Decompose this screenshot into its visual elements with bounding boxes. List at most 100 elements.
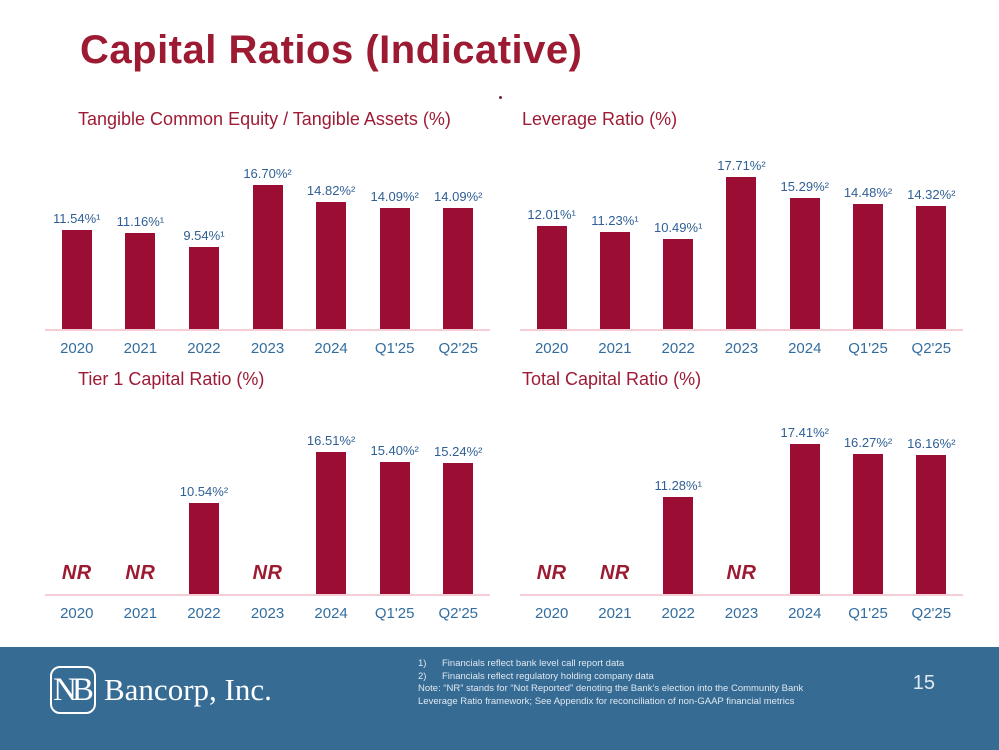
bar-value-label: 14.32%² [907,187,956,202]
chart-tce-ta: Tangible Common Equity / Tangible Assets… [45,109,490,357]
bar-column: 14.48%² [836,135,899,329]
bar-column: 17.71%² [710,135,773,329]
bar-column: 10.54%² [172,395,236,594]
bar-column: 16.16%² [900,395,963,594]
bar [916,206,947,329]
bar-column: 14.09%² [363,135,427,329]
bar-value-label: 12.01%¹ [527,207,576,222]
bar [379,208,410,329]
bar [789,444,820,594]
nb-monogram-box: NB [50,666,96,714]
x-axis-label: 2024 [788,340,822,357]
bar-column: NR [109,395,173,594]
bar-value-label: 11.54%¹ [53,211,101,226]
x-axis: 2020 2021 2022 2023 2024 Q1'25 Q2'25 [45,331,490,357]
bar-column: NR [710,395,773,594]
x-axis: 2020 2021 2022 2023 2024 Q1'25 Q2'25 [520,596,963,622]
bar-column: 16.70%² [236,135,300,329]
page-title: Capital Ratios (Indicative) [80,28,583,72]
bar-column: 11.16%¹ [109,135,173,329]
not-reported-label: NR [599,562,630,584]
chart-tier1-capital-ratio: Tier 1 Capital Ratio (%) NR NR 10.54%² NR 16… [45,369,490,622]
footnote-1: 1) Financials reflect bank level call re… [418,658,810,671]
footnote-2-text: Financials reflect regulatory holding co… [442,670,654,682]
bar [443,208,474,329]
x-axis-label: Q2'25 [911,340,952,357]
bar-column: NR [45,395,109,594]
x-axis-label: 2021 [598,340,632,357]
footnote-2-marker: 2) [418,670,427,682]
bar [316,202,347,329]
bar [316,452,347,594]
footnotes: 1) Financials reflect bank level call re… [418,658,810,708]
chart-title: Leverage Ratio (%) [522,109,678,129]
bar-value-label: 15.40%² [370,443,419,458]
bar-value-label: 14.82%² [306,183,356,198]
bar [726,177,757,329]
company-name: Bancorp, Inc. [104,672,272,707]
bar-column: NR [236,395,300,594]
bar-column: 11.54%¹ [45,135,109,329]
footer-bar: NB Bancorp, Inc. 1) Financials reflect b… [0,647,999,750]
x-axis-label: 2022 [661,340,695,357]
plot-area: 12.01%¹ 11.23%¹ 10.49%¹ 17.71%² 15.29%² 14.48… [520,135,963,331]
bar-column: 15.29%² [773,135,836,329]
bar-column: NR [583,395,646,594]
stray-dot [499,96,502,99]
not-reported-label: NR [536,562,567,584]
bar-value-label: 9.54%¹ [183,228,225,243]
bar-value-label: 11.28%¹ [654,478,702,493]
bar [188,247,219,329]
bar-value-label: 17.41%² [780,425,829,440]
bar-column: 14.82%² [299,135,363,329]
bar [125,233,156,329]
bars-container: 12.01%¹ 11.23%¹ 10.49%¹ 17.71%² 15.29%² 14.48… [520,135,963,329]
bar [789,198,820,329]
footnote-1-text: Financials reflect bank level call repor… [442,658,625,669]
bar [443,463,474,594]
bar-value-label: 14.09%² [434,189,483,204]
bar [853,454,884,594]
x-axis-label: 2023 [724,340,759,357]
bar-column: 10.49%¹ [647,135,710,329]
not-reported-label: NR [252,562,283,584]
bar [853,204,884,329]
bar-column: 11.28%¹ [647,395,710,594]
bar-column: 12.01%¹ [520,135,583,329]
bar-value-label: 15.24%² [434,444,483,459]
not-reported-label: NR [61,562,92,584]
bar-column: 11.23%¹ [583,135,646,329]
x-axis-label: 2022 [187,605,221,622]
x-axis-label: 2022 [187,340,221,357]
x-axis-label: 2021 [598,605,632,622]
x-axis-label: 2020 [534,605,569,622]
chart-title: Tangible Common Equity / Tangible Assets… [78,109,451,129]
bar [916,455,947,594]
x-axis-label: 2023 [724,605,759,622]
not-reported-label: NR [726,562,757,584]
bar-column: 16.27%² [836,395,899,594]
plot-area: NR NR 11.28%¹ NR 17.41%² 16.27%² 16.16%² [520,395,963,596]
x-axis-label: 2023 [250,340,285,357]
bar-value-label: 16.16%² [907,436,956,451]
bar-value-label: 15.29%² [780,179,829,194]
bar [663,239,694,329]
bar-value-label: 16.27%² [843,435,893,450]
bar-value-label: 10.54%² [179,484,229,499]
x-axis-label: Q2'25 [438,605,479,622]
bar-column: 15.40%² [363,395,427,594]
bar-value-label: 11.16%¹ [116,214,165,229]
x-axis-label: 2023 [250,605,285,622]
chart-title: Total Capital Ratio (%) [522,369,702,389]
bar-value-label: 10.49%¹ [653,220,703,235]
bar-value-label: 16.70%² [243,166,292,181]
x-axis-label: 2024 [314,605,348,622]
bar [188,503,219,594]
bar [379,462,410,594]
bar-column: 14.09%² [426,135,490,329]
x-axis-label: 2021 [123,605,158,622]
plot-area: NR NR 10.54%² NR 16.51%² 15.40%² 15.24%² [45,395,490,596]
bars-container: NR NR 10.54%² NR 16.51%² 15.40%² 15.24%² [45,395,490,594]
nb-bancorp-logo: NB Bancorp, Inc. [50,666,272,714]
